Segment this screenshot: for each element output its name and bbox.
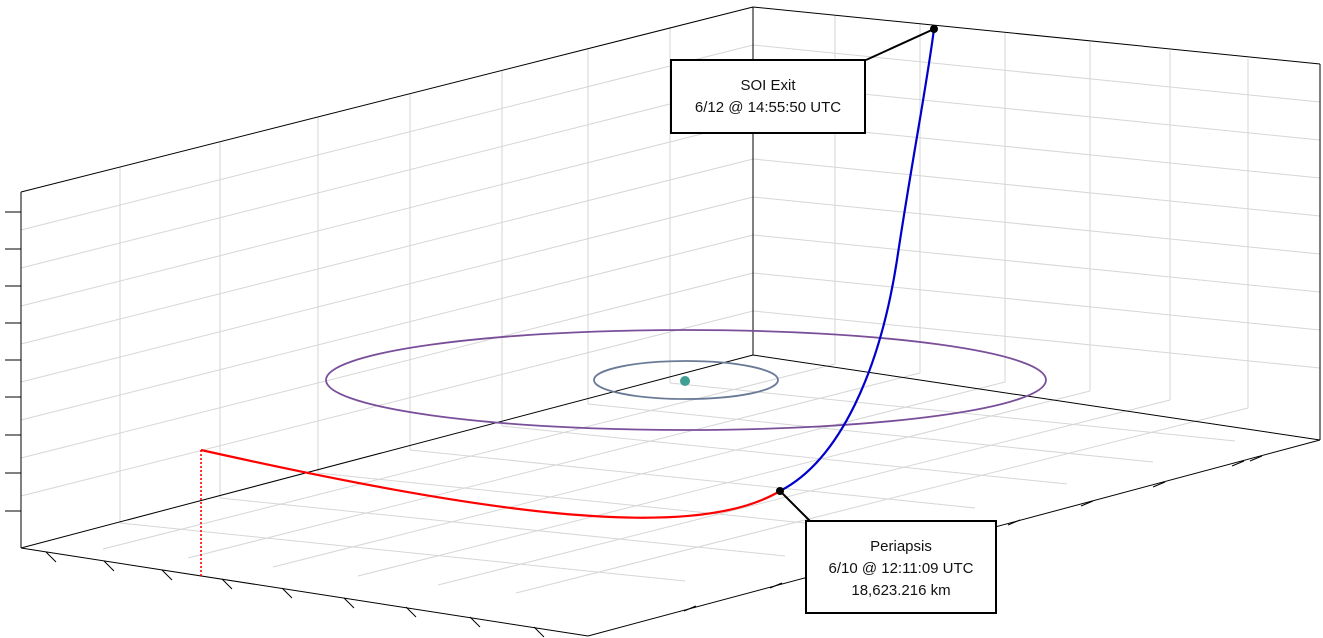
outer-orbit [325,329,1047,431]
grid-lines [20,15,1321,594]
departure-trajectory [779,28,936,492]
soi-exit-leader-line [865,28,935,61]
periapsis-time: 6/10 @ 12:11:09 UTC [828,560,974,577]
soi-exit-callout: SOI Exit 6/12 @ 14:55:50 UTC [670,59,866,134]
soi-exit-time: 6/12 @ 14:55:50 UTC [694,99,842,116]
arrival-trajectory [200,448,781,519]
periapsis-title: Periapsis [870,538,932,555]
periapsis-leader-line [779,490,811,522]
periapsis-distance: 18,623.216 km [851,582,951,599]
periapsis-callout: Periapsis 6/10 @ 12:11:09 UTC 18,623.216… [805,520,997,614]
inner-orbit [593,360,779,400]
periapsis-marker [776,487,784,495]
soi-exit-title: SOI Exit [740,77,796,94]
soi-exit-marker [930,25,938,33]
central-body [680,376,690,386]
